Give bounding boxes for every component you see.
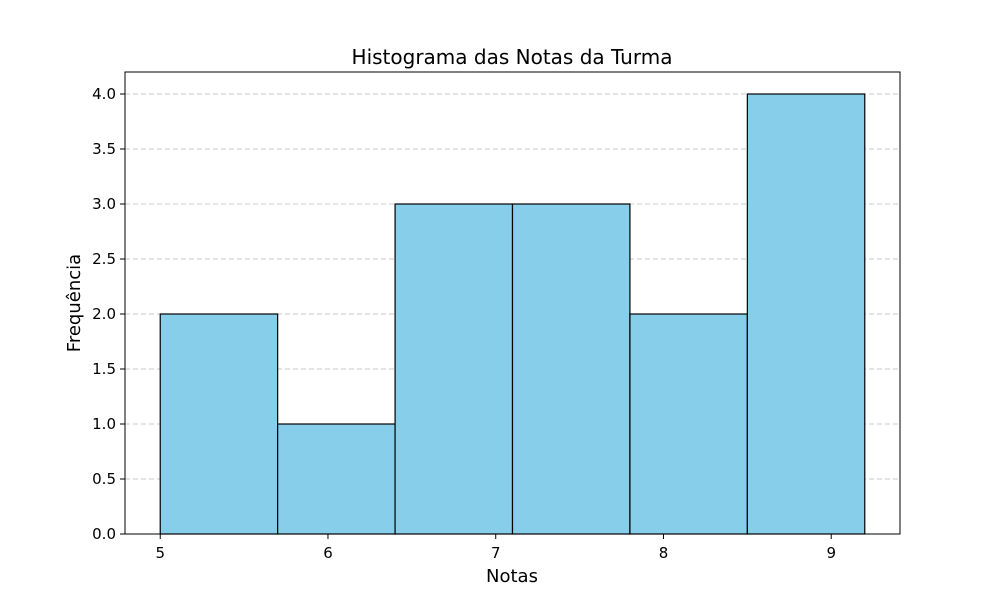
y-tick-label-1: 0.5 xyxy=(92,470,116,488)
y-tick-label-8: 4.0 xyxy=(92,85,116,103)
x-axis-label: Notas xyxy=(486,566,538,587)
histogram-bar-3 xyxy=(511,203,631,535)
x-tick-label-1: 6 xyxy=(323,544,333,562)
y-tick-label-7: 3.5 xyxy=(92,140,116,158)
y-tick-label-0: 0.0 xyxy=(92,525,116,543)
plot-frame xyxy=(124,71,901,535)
y-tick-label-6: 3.0 xyxy=(92,195,116,213)
histogram-bar-5 xyxy=(746,93,866,535)
x-tick-label-4: 9 xyxy=(826,544,836,562)
x-tick-label-0: 5 xyxy=(155,544,165,562)
y-axis-ticks: 0.0 0.5 1.0 1.5 2.0 2.5 3.0 3.5 4.0 xyxy=(92,85,125,543)
x-tick-label-2: 7 xyxy=(491,544,501,562)
histogram-bar-4 xyxy=(629,313,748,535)
chart-title: Histograma das Notas da Turma xyxy=(352,45,673,69)
bars-layer xyxy=(159,93,866,535)
histogram-bar-1 xyxy=(277,423,396,535)
y-tick-label-3: 1.5 xyxy=(92,360,116,378)
y-tick-label-2: 1.0 xyxy=(92,415,116,433)
histogram-bar-2 xyxy=(394,203,514,535)
x-axis-ticks: 5 6 7 8 9 xyxy=(155,534,836,562)
x-tick-label-3: 8 xyxy=(659,544,669,562)
y-axis-label: Frequência xyxy=(64,254,85,352)
histogram-bar-0 xyxy=(159,313,279,535)
y-tick-label-5: 2.5 xyxy=(92,250,116,268)
y-tick-label-4: 2.0 xyxy=(92,305,116,323)
